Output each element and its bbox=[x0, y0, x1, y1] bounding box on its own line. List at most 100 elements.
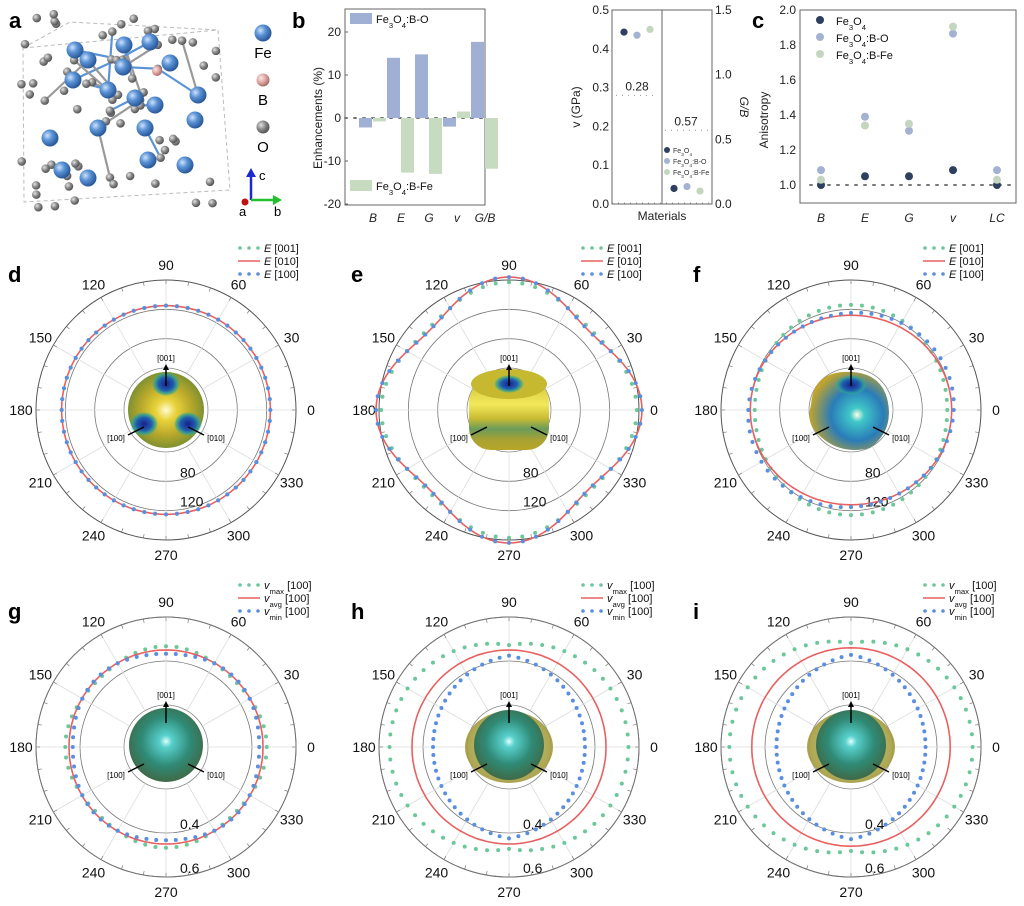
series-point-0 bbox=[430, 829, 435, 834]
angular-tick bbox=[589, 843, 593, 847]
plot-frame bbox=[799, 9, 1017, 204]
series-point-0 bbox=[629, 434, 634, 439]
angular-tick bbox=[872, 618, 874, 623]
angular-tick bbox=[66, 490, 70, 494]
series-point-2 bbox=[749, 386, 754, 391]
arrowhead-001 bbox=[506, 364, 512, 370]
series-point-2 bbox=[76, 783, 81, 788]
legend-subscript: avg bbox=[270, 600, 282, 609]
angular-tick bbox=[121, 865, 124, 870]
oxygen-atom bbox=[20, 39, 30, 49]
angular-grid-line bbox=[202, 344, 279, 390]
text-part: O bbox=[853, 33, 862, 45]
angle-label: 240 bbox=[425, 865, 449, 881]
series-point-0 bbox=[792, 842, 797, 847]
legend-dot-2 bbox=[247, 609, 251, 613]
angular-tick bbox=[751, 326, 755, 330]
angle-label: 300 bbox=[227, 865, 251, 881]
series-point-2 bbox=[85, 802, 90, 807]
angle-label: 240 bbox=[425, 528, 449, 544]
oxygen-atom bbox=[59, 86, 69, 96]
series-point-0 bbox=[174, 844, 179, 849]
series-point-2 bbox=[91, 679, 96, 684]
angular-tick bbox=[443, 518, 447, 523]
series-point-2 bbox=[458, 678, 463, 683]
series-point-2 bbox=[423, 332, 428, 337]
series-point-2 bbox=[375, 421, 380, 426]
oxygen-atom bbox=[116, 119, 125, 128]
series-point-2 bbox=[769, 350, 774, 355]
series-point-2 bbox=[915, 783, 920, 788]
series-point-2 bbox=[839, 655, 844, 660]
arrowhead-001 bbox=[163, 701, 169, 707]
series-point-2 bbox=[98, 672, 103, 677]
angular-tick bbox=[66, 663, 70, 667]
series-point-0 bbox=[533, 530, 538, 535]
x-tick-label: G/B bbox=[475, 211, 496, 225]
series-point-0 bbox=[745, 685, 750, 690]
series-point-2 bbox=[251, 783, 256, 788]
series-point-2 bbox=[480, 662, 485, 667]
series-point-2 bbox=[814, 822, 819, 827]
series-point-2 bbox=[480, 281, 485, 286]
subscript: 3 bbox=[681, 152, 684, 158]
angular-grid-line bbox=[443, 783, 489, 860]
oxygen-atom bbox=[108, 27, 117, 36]
x-tick-label: B bbox=[817, 211, 825, 225]
left-tick-label: 0.5 bbox=[592, 3, 609, 17]
polar-panel-i: 0 30 60 90 120 150 180 210 240 270 300 330 0.4 0.6 i [0… bbox=[693, 580, 1000, 900]
series-point-0 bbox=[806, 502, 811, 507]
legend-label-2: vmin [100] bbox=[949, 606, 994, 622]
series-point-2 bbox=[86, 338, 91, 343]
series-point-2 bbox=[493, 539, 498, 544]
series-point-0 bbox=[583, 829, 588, 834]
series-point-2 bbox=[80, 793, 85, 798]
angular-grid-line bbox=[887, 430, 964, 476]
plot-frame bbox=[344, 8, 486, 206]
legend-symbol: v bbox=[607, 580, 614, 592]
angle-label: 150 bbox=[29, 667, 53, 683]
angle-label: 120 bbox=[425, 276, 449, 292]
angular-grid-line bbox=[887, 681, 964, 727]
series-point-2 bbox=[439, 784, 444, 789]
series-point-2 bbox=[102, 323, 107, 328]
series-point-0 bbox=[480, 530, 485, 535]
angular-tick bbox=[947, 663, 951, 667]
series-point-0 bbox=[891, 502, 896, 507]
series-point-0 bbox=[936, 666, 941, 671]
bar-E-bfe bbox=[401, 118, 414, 173]
angular-tick bbox=[228, 634, 232, 639]
series-point-0 bbox=[945, 408, 950, 412]
series-point-2 bbox=[452, 805, 457, 810]
angle-label: 270 bbox=[839, 547, 863, 563]
label-010: [010] bbox=[550, 771, 568, 780]
series-point-2 bbox=[878, 499, 883, 504]
series-point-2 bbox=[193, 654, 198, 659]
series-point-0 bbox=[441, 654, 446, 659]
label-001: [001] bbox=[500, 691, 518, 700]
series-point-2 bbox=[251, 706, 256, 711]
panel-b-inset-scatter: 0.0 0.1 0.2 0.3 0.4 0.5 0.0 0.5 1.0 1.5 v (GPa) G/B… bbox=[569, 3, 751, 223]
series-point-2 bbox=[131, 308, 136, 313]
series-point-2 bbox=[838, 311, 843, 316]
right-tick-label: 0.5 bbox=[715, 132, 732, 146]
series-point-0 bbox=[619, 708, 624, 713]
angular-tick bbox=[828, 534, 830, 539]
series-point-2 bbox=[202, 832, 207, 837]
series-point-2 bbox=[565, 509, 570, 514]
series-point-2 bbox=[85, 687, 90, 692]
angle-label: 300 bbox=[227, 528, 251, 544]
subscript: 4 bbox=[862, 23, 867, 32]
oxygen-atom bbox=[105, 173, 115, 182]
angular-grid-line bbox=[529, 297, 575, 374]
series-point-0 bbox=[496, 641, 501, 646]
legend-dot-0 bbox=[923, 246, 927, 250]
right-tick-label: 1.0 bbox=[715, 68, 732, 82]
subscript: 4 bbox=[862, 57, 867, 66]
oxygen-atom bbox=[191, 198, 201, 208]
series-point-0 bbox=[394, 708, 399, 713]
series-point-0 bbox=[626, 745, 631, 749]
series-point-0 bbox=[625, 732, 630, 737]
